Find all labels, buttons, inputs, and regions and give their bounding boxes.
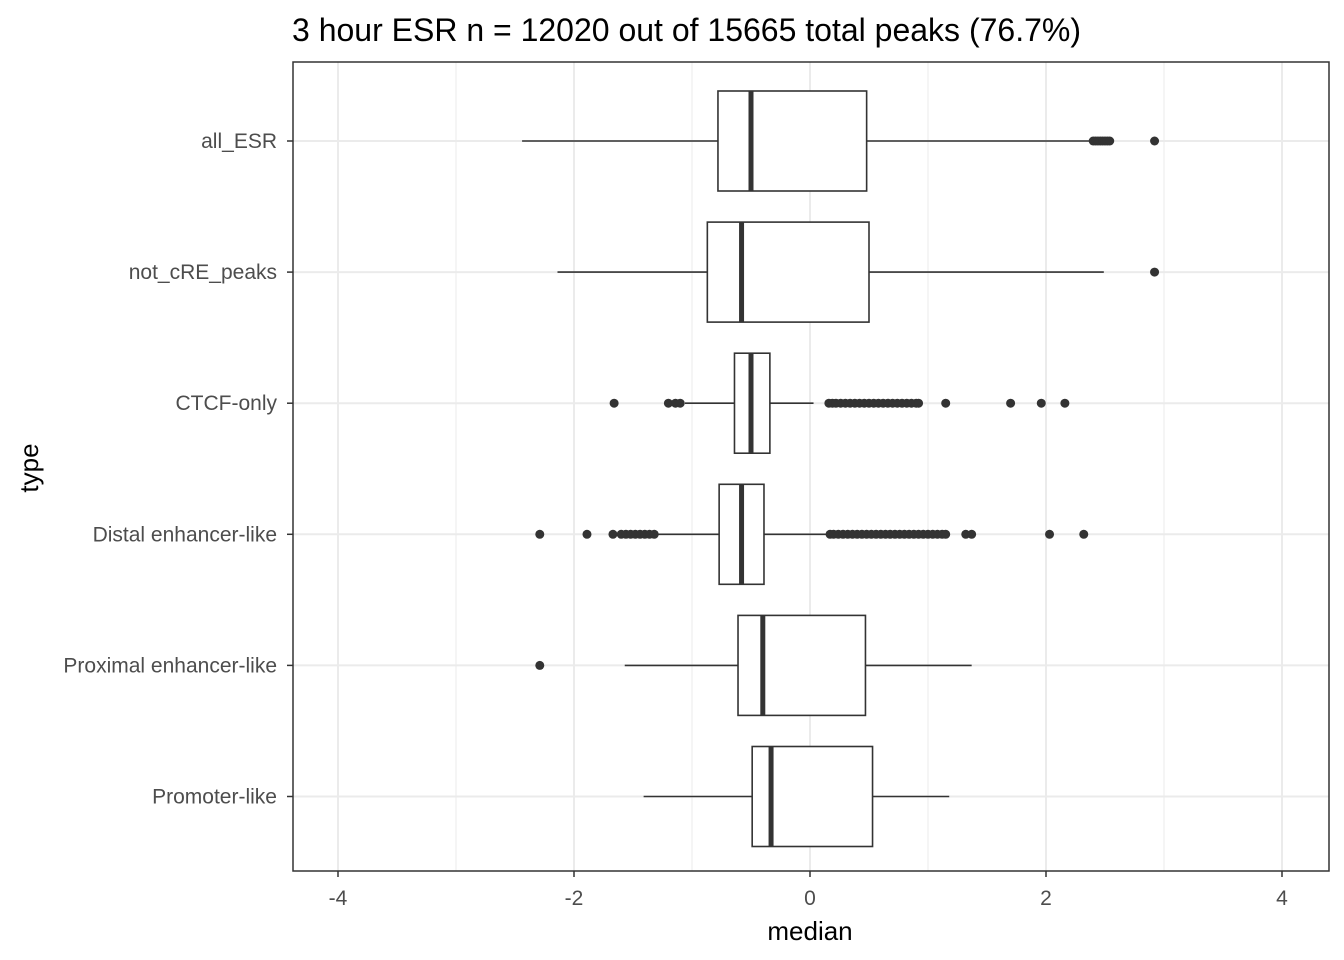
box-group <box>522 90 1160 192</box>
box-group <box>643 745 950 848</box>
box-iqr <box>706 221 870 323</box>
outlier-point <box>582 529 592 539</box>
box-group <box>557 221 1160 323</box>
box-group <box>535 483 1089 586</box>
outlier-point <box>914 398 924 408</box>
outlier-point <box>608 529 618 539</box>
box-group <box>535 614 972 717</box>
y-axis-title: type <box>14 443 44 492</box>
x-tick-label: 0 <box>804 887 816 910</box>
box-iqr <box>717 90 868 192</box>
x-tick-label: -4 <box>329 887 348 910</box>
x-tick-label: -2 <box>565 887 584 910</box>
outlier-point <box>1045 529 1055 539</box>
outlier-point <box>941 398 951 408</box>
box-group <box>609 352 1070 455</box>
panel-border <box>292 61 1330 872</box>
x-tick-label: 2 <box>1040 887 1052 910</box>
boxplot-series <box>522 90 1160 848</box>
outlier-point <box>967 529 977 539</box>
x-axis: -4 -2 0 2 4 <box>329 871 1288 910</box>
outlier-point <box>649 529 659 539</box>
y-tick-label: CTCF-only <box>175 392 277 415</box>
outlier-point <box>1079 529 1089 539</box>
box-iqr <box>737 614 867 717</box>
outlier-point <box>1036 398 1046 408</box>
chart-title: 3 hour ESR n = 12020 out of 15665 total … <box>292 12 1081 48</box>
x-tick-label: 4 <box>1276 887 1288 910</box>
y-tick-label: Distal enhancer-like <box>93 523 277 546</box>
outlier-point <box>1150 136 1160 146</box>
outlier-point <box>941 529 951 539</box>
x-axis-title: median <box>767 916 852 946</box>
outlier-point <box>535 660 545 670</box>
y-tick-label: Proximal enhancer-like <box>63 654 277 677</box>
y-tick-label: not_cRE_peaks <box>129 261 277 284</box>
outlier-point <box>1150 267 1160 277</box>
outlier-point <box>535 529 545 539</box>
y-tick-label: Promoter-like <box>152 786 277 809</box>
outlier-point <box>1060 398 1070 408</box>
y-tick-label: all_ESR <box>201 130 277 153</box>
outlier-point <box>1006 398 1016 408</box>
outlier-point <box>663 398 673 408</box>
outlier-point <box>675 398 685 408</box>
outlier-point <box>1105 136 1115 146</box>
outlier-point <box>609 398 619 408</box>
y-axis: all_ESR not_cRE_peaks CTCF-only Distal enha… <box>63 130 293 809</box>
